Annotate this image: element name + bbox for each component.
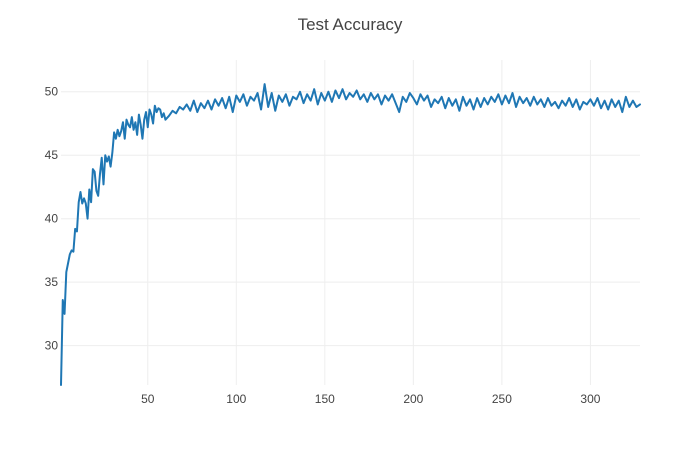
- grid-lines: [61, 60, 640, 385]
- y-tick-label: 40: [45, 212, 59, 226]
- y-tick-label: 50: [45, 85, 59, 99]
- x-tick-label: 100: [226, 392, 246, 406]
- x-tick-label: 50: [141, 392, 155, 406]
- series-group: [60, 83, 641, 386]
- tick-labels: 50 100 150 200 250 300 30 35 40 45 50: [45, 85, 601, 406]
- y-tick-label: 35: [45, 275, 59, 289]
- x-tick-label: 150: [315, 392, 335, 406]
- x-tick-label: 300: [580, 392, 600, 406]
- series-line: [60, 83, 641, 386]
- chart-title: Test Accuracy: [298, 15, 403, 34]
- y-tick-label: 45: [45, 148, 59, 162]
- x-tick-label: 250: [492, 392, 512, 406]
- y-tick-label: 30: [45, 339, 59, 353]
- x-tick-label: 200: [403, 392, 423, 406]
